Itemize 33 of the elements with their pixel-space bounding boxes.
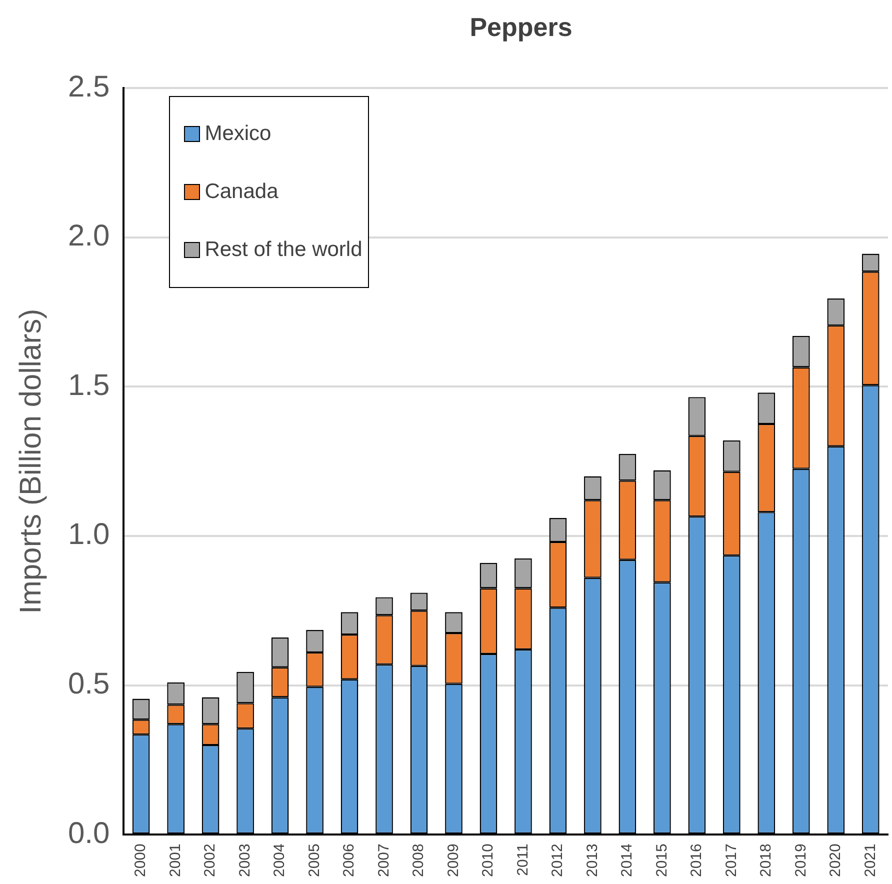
legend-label: Canada xyxy=(204,180,278,204)
x-tick-label: 2014 xyxy=(618,844,636,878)
legend-label: Mexico xyxy=(204,122,272,146)
x-tick-label: 2013 xyxy=(584,844,601,878)
legend-label: Rest of the world xyxy=(204,238,362,262)
x-tick-label: 2017 xyxy=(722,844,740,878)
x-tick-label: 2000 xyxy=(132,844,150,878)
x-tick-label: 2005 xyxy=(306,844,323,878)
x-tick-label: 2011 xyxy=(514,844,532,876)
x-tick-label: 2021 xyxy=(862,844,879,878)
y-tick-label: 0.0 xyxy=(68,816,110,850)
x-tick-label: 2015 xyxy=(653,844,670,878)
x-tick-label: 2010 xyxy=(480,844,497,878)
x-tick-label: 2002 xyxy=(202,844,219,878)
y-tick-label: 1.5 xyxy=(68,368,110,402)
x-tick-label: 2007 xyxy=(375,844,392,878)
y-tick-label: 1.0 xyxy=(68,518,110,552)
x-tick-label: 2008 xyxy=(410,844,428,878)
y-tick-label: 2.0 xyxy=(68,220,110,253)
chart-title: Peppers xyxy=(468,12,574,43)
x-tick-label: 2016 xyxy=(688,844,706,878)
y-tick-label: 0.5 xyxy=(68,668,110,701)
x-tick-label: 2003 xyxy=(236,844,254,878)
x-tick-label: 2018 xyxy=(758,844,775,878)
x-tick-label: 2006 xyxy=(340,844,358,878)
x-tick-label: 2012 xyxy=(549,844,566,878)
x-tick-label: 2004 xyxy=(271,844,288,878)
x-tick-label: 2001 xyxy=(166,844,184,878)
x-tick-label: 2019 xyxy=(792,844,810,878)
y-axis-title: Imports (Billion dollars) xyxy=(14,308,48,614)
x-tick-label: 2009 xyxy=(444,844,462,878)
x-tick-label: 2020 xyxy=(827,844,844,878)
y-tick-label: 2.5 xyxy=(68,70,110,104)
